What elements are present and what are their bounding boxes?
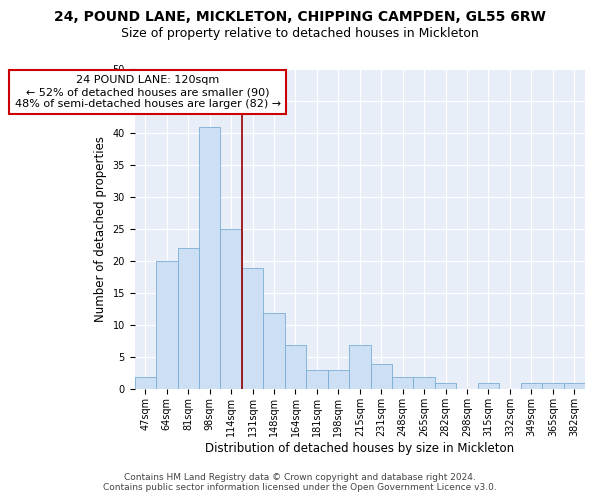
Y-axis label: Number of detached properties: Number of detached properties <box>94 136 107 322</box>
Bar <box>263 312 285 390</box>
Bar <box>328 370 349 390</box>
Text: 24, POUND LANE, MICKLETON, CHIPPING CAMPDEN, GL55 6RW: 24, POUND LANE, MICKLETON, CHIPPING CAMP… <box>54 10 546 24</box>
Bar <box>199 126 220 390</box>
Bar <box>392 376 413 390</box>
Text: Contains HM Land Registry data © Crown copyright and database right 2024.
Contai: Contains HM Land Registry data © Crown c… <box>103 473 497 492</box>
Bar <box>306 370 328 390</box>
Bar <box>178 248 199 390</box>
Bar <box>349 344 371 390</box>
Bar <box>563 383 585 390</box>
Bar <box>478 383 499 390</box>
Text: 24 POUND LANE: 120sqm
← 52% of detached houses are smaller (90)
48% of semi-deta: 24 POUND LANE: 120sqm ← 52% of detached … <box>14 76 281 108</box>
Bar <box>371 364 392 390</box>
Bar <box>220 229 242 390</box>
X-axis label: Distribution of detached houses by size in Mickleton: Distribution of detached houses by size … <box>205 442 514 455</box>
Bar <box>542 383 563 390</box>
Text: Size of property relative to detached houses in Mickleton: Size of property relative to detached ho… <box>121 28 479 40</box>
Bar <box>134 376 156 390</box>
Bar <box>435 383 457 390</box>
Bar <box>521 383 542 390</box>
Bar <box>242 268 263 390</box>
Bar <box>413 376 435 390</box>
Bar <box>156 262 178 390</box>
Bar <box>285 344 306 390</box>
